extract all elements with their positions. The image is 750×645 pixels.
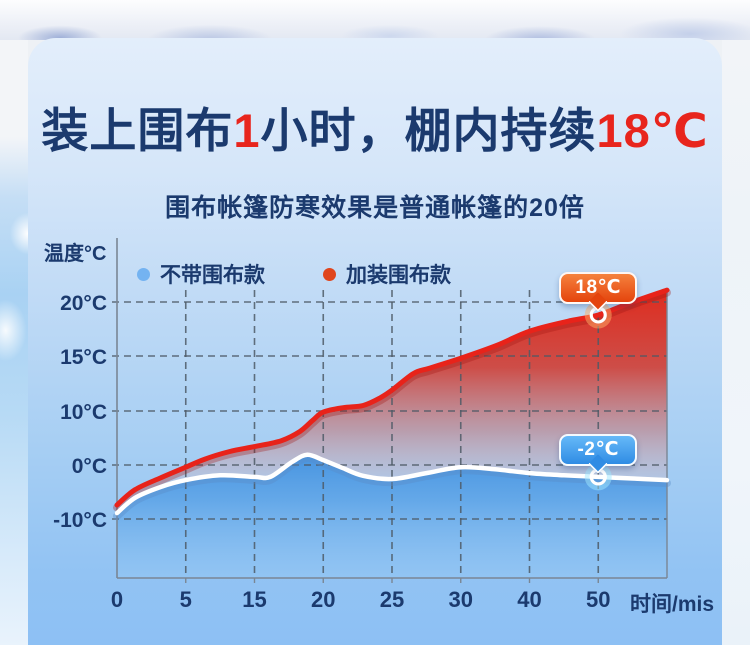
chart-legend: 不带围布款 加装围布款 xyxy=(137,259,451,289)
annotation-badge-minus2c: -2℃ xyxy=(559,433,638,466)
x-tick-label: 50 xyxy=(586,587,610,612)
x-axis-title: 时间/mis xyxy=(630,593,715,616)
snow-photo-strip xyxy=(0,0,750,40)
annotation-badge-18c-label: 18℃ xyxy=(575,277,622,299)
left-cloud-margin xyxy=(0,40,28,645)
x-tick-label: 20 xyxy=(311,587,335,612)
legend-item: 加装围布款 xyxy=(323,259,451,289)
page-title: 装上围布1小时，棚内持续18℃ xyxy=(20,104,730,158)
red-series-line xyxy=(114,287,670,508)
x-tick-label: 25 xyxy=(380,587,404,612)
y-tick-label: -10°C xyxy=(53,509,107,532)
y-axis-title: 温度°C xyxy=(44,243,107,265)
y-tick-label: 15°C xyxy=(60,346,107,369)
title-segment: 18℃ xyxy=(596,104,709,157)
white-line-shadow xyxy=(113,453,671,521)
title-segment: 小时，棚内持续 xyxy=(260,104,597,157)
y-tick-label: 10°C xyxy=(60,401,107,424)
x-tick-label: 15 xyxy=(242,587,266,612)
annotation-badge-18c: 18℃ xyxy=(559,271,638,304)
y-tick-label: 20°C xyxy=(60,292,107,315)
y-tick-label: 0°C xyxy=(72,455,107,478)
legend-label: 不带围布款 xyxy=(160,264,265,287)
x-tick-label: 30 xyxy=(449,587,473,612)
x-tick-label: 5 xyxy=(180,587,192,612)
page-subtitle: 围布帐篷防寒效果是普通帐篷的20倍 xyxy=(165,194,585,222)
x-tick-label: 0 xyxy=(111,587,123,612)
x-tick-label: 40 xyxy=(517,587,541,612)
legend-dot-icon xyxy=(323,267,336,281)
white-series-line xyxy=(114,452,670,516)
right-snow-margin xyxy=(722,40,750,645)
title-segment: 1 xyxy=(233,104,261,157)
legend-label: 加装围布款 xyxy=(346,264,451,287)
legend-item: 不带围布款 xyxy=(137,259,265,289)
legend-dot-icon xyxy=(137,267,150,281)
title-segment: 装上围布 xyxy=(41,104,234,157)
annotation-badge-minus2c-label: -2℃ xyxy=(577,439,619,461)
